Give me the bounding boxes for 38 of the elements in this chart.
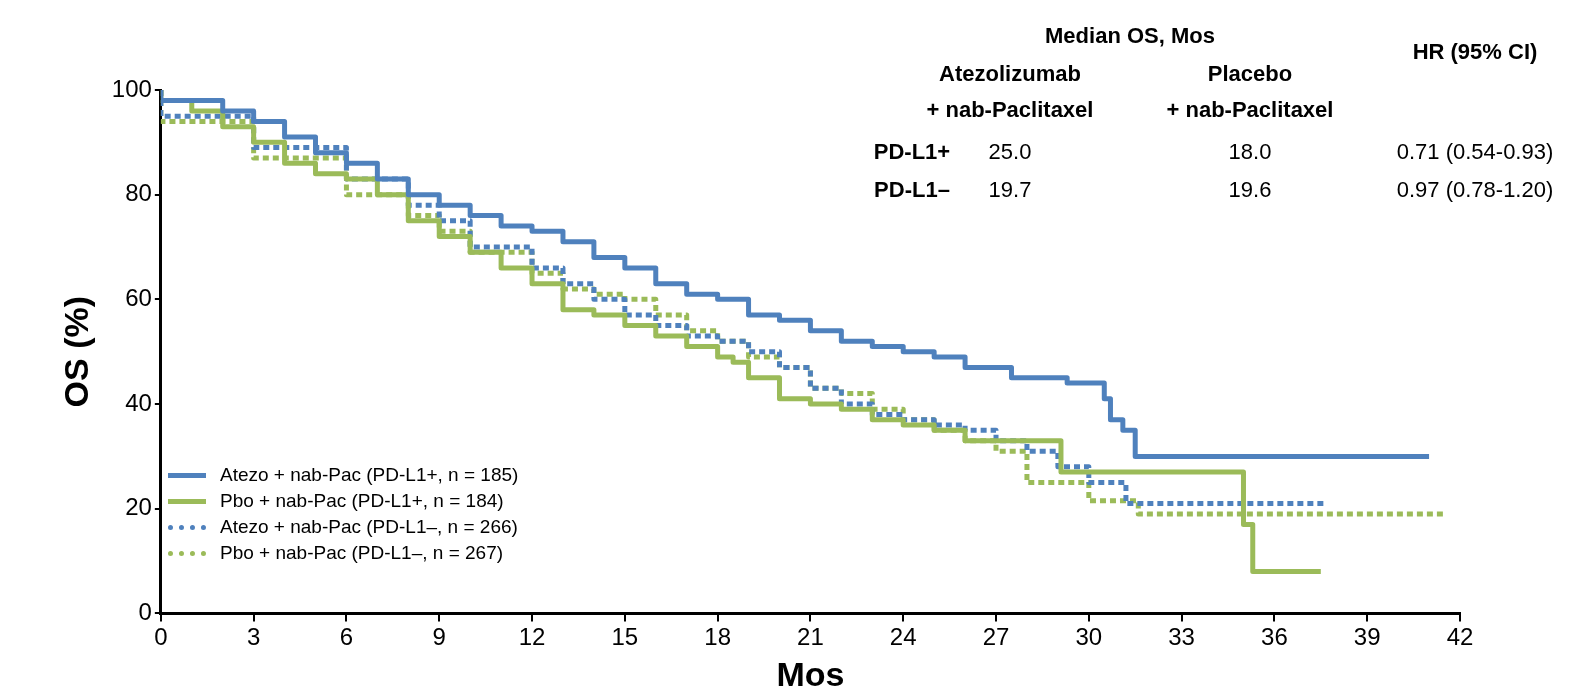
- y-tick-label: 20: [125, 493, 152, 521]
- annotation: PD-L1+: [873, 138, 951, 166]
- x-tick-label: 21: [797, 623, 824, 651]
- x-tick-label: 3: [246, 623, 261, 651]
- x-tick-label: 15: [611, 623, 639, 651]
- x-tick-label: 33: [1168, 623, 1195, 651]
- text: HR (95% CI): [1412, 38, 1538, 66]
- x-tick-label: 42: [1446, 623, 1474, 651]
- y-tick-label: 100: [111, 74, 152, 102]
- x-tick-label: 18: [704, 623, 731, 651]
- y-tick-label: 0: [138, 598, 152, 626]
- y-axis-title: OS (%): [56, 295, 95, 408]
- annotation: 19.6: [1228, 176, 1272, 204]
- annotation: 0.71 (0.54-0.93): [1396, 138, 1554, 166]
- annotation: PD-L1–: [874, 176, 950, 204]
- annotation: 19.7: [988, 176, 1032, 204]
- x-tick-label: 39: [1353, 623, 1381, 651]
- annotation: Atezolizumab + nab-Paclitaxel: [926, 60, 1094, 124]
- legend-label: Atezo + nab-Pac (PD-L1+, n = 185): [220, 464, 519, 486]
- legend-label: Pbo + nab-Pac (PD-L1+, n = 184): [220, 490, 504, 512]
- legend-label: Atezo + nab-Pac (PD-L1–, n = 266): [220, 516, 518, 538]
- x-axis-title: Mos: [776, 654, 845, 693]
- y-tick-label: 60: [125, 283, 152, 311]
- x-tick-label: 27: [982, 623, 1010, 651]
- x-tick-label: 24: [889, 623, 917, 651]
- annotation: 25.0: [988, 138, 1032, 166]
- text: Median OS, Mos: [1045, 22, 1215, 50]
- x-tick-label: 36: [1261, 623, 1288, 651]
- x-tick-label: 9: [432, 623, 446, 651]
- annotation: 18.0: [1228, 138, 1272, 166]
- y-tick-label: 80: [125, 179, 152, 207]
- x-tick-label: 12: [518, 623, 546, 651]
- x-tick-label: 30: [1075, 623, 1103, 651]
- y-tick-label: 40: [125, 388, 152, 416]
- x-tick-label: 6: [339, 623, 354, 651]
- annotation: 0.97 (0.78-1.20): [1396, 176, 1554, 204]
- annotation: Placebo + nab-Paclitaxel: [1166, 60, 1334, 124]
- legend-label: Pbo + nab-Pac (PD-L1–, n = 267): [220, 542, 504, 564]
